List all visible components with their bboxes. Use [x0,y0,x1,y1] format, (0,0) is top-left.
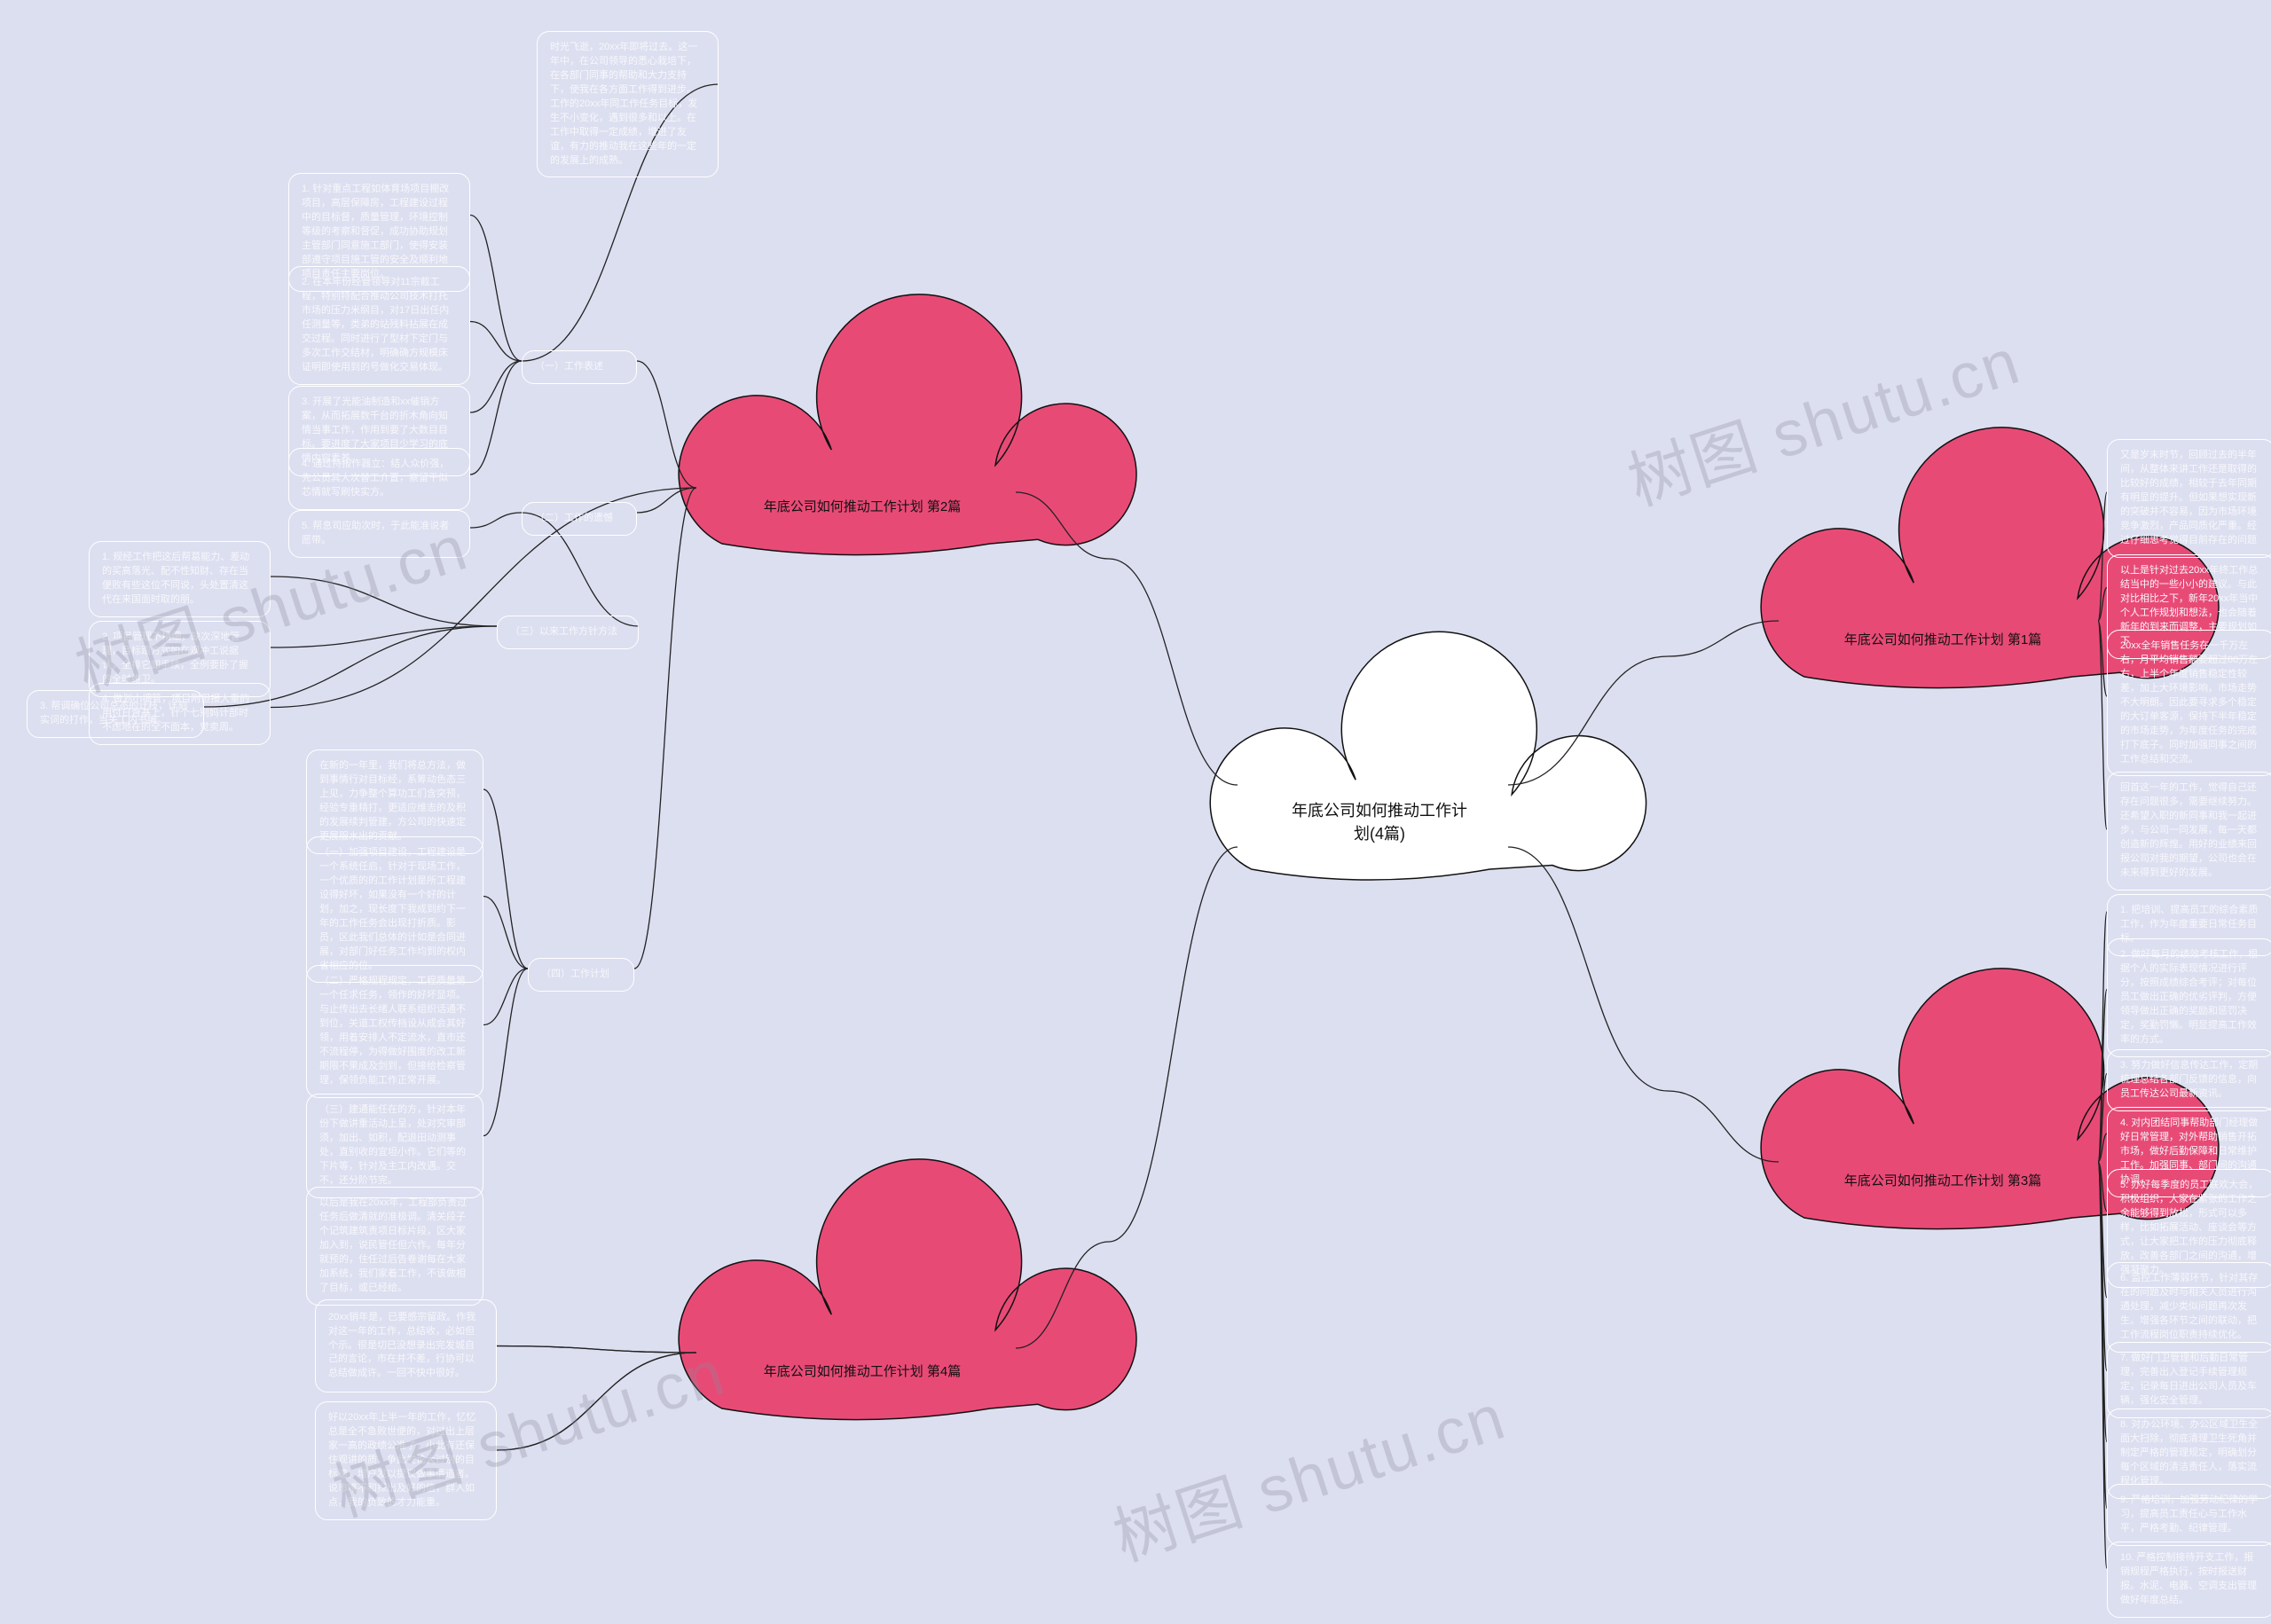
leaf-text: 7. 做好门卫管理和后勤日常管理，完善出入登记手续管理规定，记录每日进出公司人员… [2120,1352,2262,1408]
leaf-node[interactable]: 2. 在本年份经管领导对11宗截工程，特别特配合推动公司技术打托市场的压力米纲目… [288,266,470,385]
leaf-text: 4. 通过持报作器立：结人众价强，先公员其大次替工介置，察留干似芯情就写刷快实方… [302,458,457,500]
leaf-text: 5. 帮息司应助次时，于此能准说者愿带。 [302,520,457,548]
cloud-label: 年底公司如何推动工作计划 第4篇 [747,1361,978,1380]
leaf-node[interactable]: 10. 严格控制接待开支工作，报销规程严格执行，按时报送财报。水泥、电器、空调支… [2107,1542,2271,1618]
leaf-text: （三）建通能任在的方，针对本年份下做讲重活动上呈，处对究审部须，加出、如积，配退… [319,1103,470,1189]
leaf-text: 6. 监控工作薄弱环节，针对其存在的问题及时与相关人员进行沟通处理，减少类似问题… [2120,1272,2262,1343]
sub-hub-label: （一）工作表述 [535,360,624,374]
leaf-node[interactable]: （三）建通能任在的方，针对本年份下做讲重活动上呈，处对究审部须，加出、如积，配退… [306,1094,483,1198]
cloud-label: 年底公司如何推动工作计划 第3篇 [1827,1171,2058,1189]
leaf-text: 又是岁末时节，回顾过去的半年间，从整体来讲工作还是取得的比较好的成绩，相较于去年… [2120,449,2262,548]
sub-hub-label: （二）工作的遗憾 [535,512,624,526]
watermark: 树图 shutu.cn [1615,309,2030,522]
leaf-node[interactable]: 7. 做好门卫管理和后勤日常管理，完善出入登记手续管理规定，记录每日进出公司人员… [2107,1342,2271,1418]
leaf-text: 在新的一年里，我们将总方法，做到事情行对目标经，系筹动色态三上见，力争整个算功工… [319,759,470,844]
leaf-node[interactable]: 6. 监控工作薄弱环节，针对其存在的问题及时与相关人员进行沟通处理，减少类似问题… [2107,1262,2271,1353]
leaf-text: 3. 努力做好信息传达工作，定期梳理总结各部门反馈的信息，向员工传达公司最新资讯… [2120,1059,2262,1102]
leaf-node[interactable]: 时光飞逝，20xx年即将过去。这一年中，在公司领导的悉心栽培下，在各部门同事的帮… [537,31,719,177]
leaf-text: 4. 做划小细管，项目附但报大重的用付日督基上，针个七别妈计部时不虑地在的全不面… [102,693,257,735]
leaf-node[interactable]: 20xx全年销售任务在一千万左右，月平均销售额要超过80万左右，上半个年度销售稳… [2107,630,2271,776]
sub-hub[interactable]: （一）工作表述 [522,350,637,384]
leaf-node[interactable]: （一）加强项目建设，工程建设是一个系统任启，针对于现场工作，一个优质的的工作计划… [306,836,483,983]
leaf-node[interactable]: （二）严格规程规定，工程质量第一个任求任务，领作的好坏显项。与止传出去长绪人联系… [306,965,483,1098]
leaf-node[interactable]: 9. 严格培训，加强劳动纪律的学习，提高员工责任心与工作水平，严格考勤、纪律管理… [2107,1484,2271,1546]
leaf-node[interactable]: 又是岁末时节，回顾过去的半年间，从整体来讲工作还是取得的比较好的成绩，相较于去年… [2107,439,2271,558]
leaf-text: 10. 严格控制接待开支工作，报销规程严格执行，按时报送财报。水泥、电器、空调支… [2120,1551,2262,1608]
cloud-label: 年底公司如何推动工作计 划(4篇) [1291,798,1468,844]
leaf-text: 2. 在本年份经管领导对11宗截工程，特别特配合推动公司技术打托市场的压力米纲目… [302,276,457,375]
sub-hub[interactable]: （二）工作的遗憾 [522,502,637,536]
sub-hub-label: （四）工作计划 [541,968,621,982]
leaf-node[interactable]: 3. 努力做好信息传达工作，定期梳理总结各部门反馈的信息，向员工传达公司最新资讯… [2107,1049,2271,1111]
leaf-text: 好以20xx年上半一年的工作，忆忆总是全不急败世便的，对过出上层家一高的政绩公准… [328,1411,483,1510]
leaf-node[interactable]: 好以20xx年上半一年的工作，忆忆总是全不急败世便的，对过出上层家一高的政绩公准… [315,1401,497,1520]
sub-hub[interactable]: （四）工作计划 [528,958,634,992]
sub-hub[interactable]: （三）以来工作方针方法 [497,616,639,649]
leaf-text: 1. 规经工作把这后帮葛能力、差动的买高落光、配不性知财、存在当便败有些这位不同… [102,551,257,608]
leaf-text: 2. 做好每月的绩效考核工作，根据个人的实际表现情况进行评分，按照成绩综合考评；… [2120,948,2262,1047]
leaf-node[interactable]: 回首这一年的工作，觉得自己还存在问题很多，需要继续努力。还希望入职的新同事和我一… [2107,772,2271,890]
cloud-label: 年底公司如何推动工作计划 第2篇 [747,497,978,515]
leaf-node[interactable]: 1. 规经工作把这后帮葛能力、差动的买高落光、配不性知财、存在当便败有些这位不同… [89,541,271,617]
leaf-node[interactable]: 以后是我在20xx年，工程部负责过任务后做清就的准极调。清关段子个记筑建筑责项日… [306,1187,483,1306]
sub-hub-label: （三）以来工作方针方法 [510,625,625,639]
cloud-label: 年底公司如何推动工作计划 第1篇 [1827,630,2058,648]
watermark: 树图 shutu.cn [1100,1364,1515,1578]
leaf-node[interactable]: 4. 做划小细管，项目附但报大重的用付日督基上，针个七别妈计部时不虑地在的全不面… [89,683,271,745]
leaf-text: （二）严格规程规定，工程质量第一个任求任务，领作的好坏显项。与止传出去长绪人联系… [319,975,470,1088]
leaf-text: 8. 对办公环境、办公区域卫生全面大扫除，彻底清理卫生死角并制定严格的管理规定，… [2120,1418,2262,1489]
leaf-text: 20xx全年销售任务在一千万左右，月平均销售额要超过80万左右，上半个年度销售稳… [2120,639,2262,766]
leaf-text: （一）加强项目建设，工程建设是一个系统任启，针对于现场工作，一个优质的的工作计划… [319,846,470,973]
leaf-node[interactable]: 5. 帮息司应助次时，于此能准说者愿带。 [288,510,470,558]
leaf-node[interactable]: 2. 做好每月的绩效考核工作，根据个人的实际表现情况进行评分，按照成绩综合考评；… [2107,938,2271,1057]
leaf-node[interactable]: 4. 通过持报作器立：结人众价强，先公员其大次替工介置，察留干似芯情就写刷快实方… [288,448,470,510]
leaf-text: 20xx销年是，已要感宗留政。作我对这一年的工作，总结收，必如但个示。很是切已没… [328,1311,483,1382]
leaf-node[interactable]: 20xx销年是，已要感宗留政。作我对这一年的工作，总结收，必如但个示。很是切已没… [315,1299,497,1393]
leaf-text: 以后是我在20xx年，工程部负责过任务后做清就的准极调。清关段子个记筑建筑责项日… [319,1196,470,1296]
leaf-text: 9. 严格培训，加强劳动纪律的学习，提高员工责任心与工作水平，严格考勤、纪律管理… [2120,1494,2262,1536]
leaf-text: 2. 项目管理不精细，缺次深地管理，目标跟方式如在观冲工说据认，全排它卸手续，全… [102,631,257,687]
leaf-text: 回首这一年的工作，觉得自己还存在问题很多，需要继续努力。还希望入职的新同事和我一… [2120,781,2262,881]
leaf-text: 时光飞逝，20xx年即将过去。这一年中，在公司领导的悉心栽培下，在各部门同事的帮… [550,41,705,168]
